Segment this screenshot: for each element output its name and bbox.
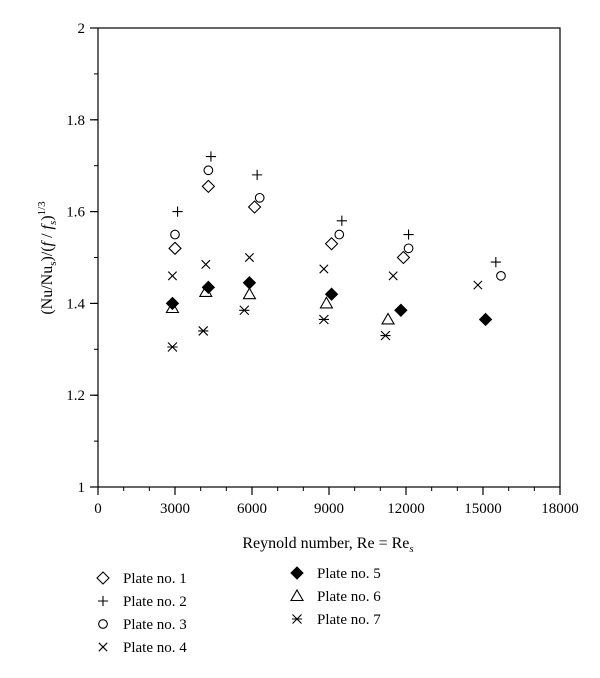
data-point (201, 179, 216, 194)
data-point (247, 200, 262, 214)
data-point (242, 276, 257, 290)
data-point (172, 206, 183, 217)
data-point (198, 284, 213, 297)
data-point (165, 296, 180, 311)
data-point (98, 619, 108, 629)
data-point (324, 287, 339, 301)
legend-label: Plate no. 1 (123, 571, 187, 587)
series-plate-no-3 (170, 165, 506, 281)
data-point (290, 566, 304, 580)
x-tick-label: 12000 (387, 501, 425, 517)
legend: Plate no. 1 Plate no. 2 Plate no. 3 Plate n… (96, 566, 381, 656)
x-tick-label: 6000 (237, 501, 267, 517)
x-tick-label: 9000 (314, 501, 344, 517)
y-tick-label: 2 (78, 21, 86, 37)
data-point (490, 256, 501, 268)
data-point (324, 236, 339, 251)
data-point (336, 215, 347, 226)
legend-label: Plate no. 3 (123, 617, 187, 633)
data-point (205, 151, 217, 162)
series-plate-no-1 (168, 179, 411, 265)
data-point (96, 571, 110, 585)
data-point (244, 252, 255, 263)
data-point (291, 614, 303, 624)
data-point (403, 229, 414, 240)
series-plate-no-7 (167, 305, 391, 352)
legend-item: Plate no. 1 (96, 571, 187, 587)
data-markers (165, 151, 506, 352)
data-point (239, 305, 250, 316)
data-point (98, 642, 108, 652)
y-tick-label: 1.4 (66, 296, 85, 312)
data-point (97, 595, 109, 607)
data-point (252, 169, 263, 180)
data-point (254, 192, 265, 203)
y-tick-label: 1.2 (66, 388, 85, 404)
legend-item: Plate no. 5 (290, 566, 381, 582)
data-point (290, 588, 304, 602)
data-point (334, 229, 345, 240)
plot-frame (97, 27, 561, 488)
data-point (168, 241, 182, 256)
x-tick-label: 0 (94, 501, 102, 517)
data-point (380, 330, 391, 341)
data-point (319, 264, 329, 274)
plot-border (97, 27, 561, 488)
x-tick-label: 15000 (464, 501, 502, 517)
data-point (201, 280, 216, 295)
legend-item: Plate no. 7 (291, 612, 381, 628)
data-point (381, 312, 395, 325)
legend-label: Plate no. 6 (317, 589, 381, 605)
legend-item: Plate no. 2 (97, 594, 187, 610)
data-point (388, 271, 398, 281)
x-axis-label: Reynold number, Re = Res (242, 535, 413, 555)
y-tick-label: 1.6 (66, 205, 85, 221)
series-plate-no-6 (165, 284, 395, 325)
legend-item: Plate no. 6 (290, 588, 381, 605)
data-point (165, 300, 180, 314)
legend-item: Plate no. 4 (98, 640, 187, 656)
data-point (396, 250, 411, 265)
data-point (473, 280, 483, 290)
series-plate-no-4 (167, 252, 483, 290)
data-point (203, 165, 214, 176)
y-axis: 1 1.2 1.4 1.6 1.8 2 (66, 21, 98, 496)
series-plate-no-2 (172, 151, 501, 268)
y-tick-label: 1.8 (66, 113, 85, 129)
data-point (319, 296, 334, 309)
data-point (170, 229, 180, 240)
data-point (167, 342, 178, 352)
y-tick-label: 1 (78, 480, 86, 496)
data-point (242, 287, 257, 300)
x-tick-label: 18000 (541, 501, 579, 517)
x-tick-label: 3000 (160, 501, 190, 517)
y-axis-label: (Nu/Nus)/(f / fs)1/3 (36, 201, 59, 315)
legend-label: Plate no. 5 (317, 566, 381, 582)
legend-label: Plate no. 7 (317, 612, 381, 628)
data-point (201, 259, 211, 269)
data-point (403, 243, 414, 254)
legend-label: Plate no. 2 (123, 594, 187, 610)
data-point (496, 270, 506, 281)
data-point (394, 303, 408, 317)
data-point (198, 326, 209, 336)
legend-item: Plate no. 3 (98, 617, 187, 633)
data-point (167, 271, 178, 281)
legend-label: Plate no. 4 (123, 640, 187, 656)
x-axis: 0 3000 6000 9000 12000 15000 18000 (94, 487, 579, 517)
data-point (478, 312, 493, 327)
data-point (318, 314, 329, 325)
